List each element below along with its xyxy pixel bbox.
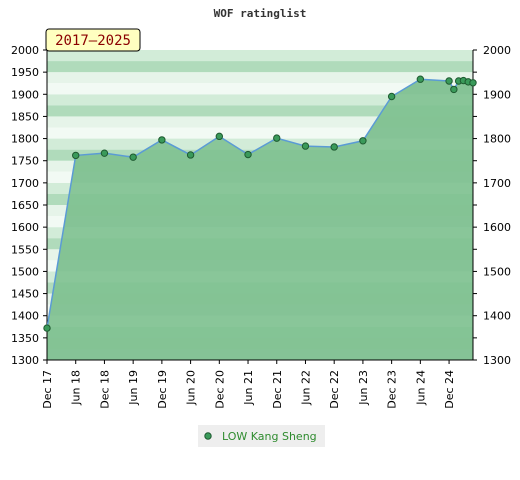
data-point bbox=[244, 150, 252, 159]
y-axis-right: 1300 1400 1500 1600 1700 1800 1900 2000 bbox=[472, 44, 511, 367]
y-tick-left-label: 1350 bbox=[11, 332, 39, 345]
data-point bbox=[129, 153, 137, 161]
x-tick-label: Jun 22 bbox=[299, 370, 312, 406]
x-tick-label: Jun 18 bbox=[70, 370, 83, 406]
x-tick-label: Dec 19 bbox=[156, 370, 169, 409]
y-tick-right-label: 1800 bbox=[483, 133, 511, 146]
y-tick-right-label: 1400 bbox=[483, 310, 511, 323]
y-tick-left-label: 1500 bbox=[11, 265, 39, 278]
y-tick-left-label: 1700 bbox=[11, 177, 39, 190]
data-point bbox=[416, 75, 425, 83]
y-tick-left-label: 1450 bbox=[11, 288, 39, 301]
x-tick-label: Dec 23 bbox=[386, 370, 399, 409]
y-tick-right-label: 2000 bbox=[483, 44, 511, 57]
data-point bbox=[330, 143, 338, 151]
y-tick-right-label: 1700 bbox=[483, 177, 511, 190]
x-tick-label: Jun 21 bbox=[242, 370, 255, 406]
data-point bbox=[445, 77, 453, 85]
y-tick-left-label: 1800 bbox=[11, 133, 39, 146]
data-point bbox=[186, 151, 195, 159]
y-tick-left-label: 1550 bbox=[11, 243, 39, 256]
y-axis-left: 1300 1350 1400 1450 1500 1550 1600 1650 1700 1750… bbox=[11, 44, 48, 367]
y-tick-left-label: 1650 bbox=[11, 199, 39, 212]
legend: LOW Kang Sheng bbox=[198, 425, 325, 447]
x-tick-label: Dec 17 bbox=[41, 370, 54, 409]
y-tick-left-label: 1600 bbox=[11, 221, 39, 234]
y-tick-right-label: 1900 bbox=[483, 88, 511, 101]
period-badge-label: 2017–2025 bbox=[55, 33, 131, 49]
data-point bbox=[215, 132, 224, 141]
data-point bbox=[72, 151, 80, 160]
y-tick-right-label: 1300 bbox=[483, 354, 511, 367]
x-tick-label: Dec 24 bbox=[443, 370, 456, 409]
x-tick-label: Jun 19 bbox=[127, 370, 140, 406]
x-tick-label: Dec 20 bbox=[213, 370, 226, 409]
x-tick-label: Jun 20 bbox=[185, 370, 198, 406]
data-point bbox=[273, 134, 281, 142]
y-tick-left-label: 1750 bbox=[11, 155, 39, 168]
data-point bbox=[469, 79, 477, 87]
y-tick-left-label: 1900 bbox=[11, 88, 39, 101]
y-tick-left-label: 1850 bbox=[11, 110, 39, 123]
data-point bbox=[301, 142, 310, 150]
x-tick-label: Dec 22 bbox=[328, 370, 341, 409]
legend-marker bbox=[204, 432, 212, 440]
x-axis: Dec 17 Jun 18 Dec 18 Jun 19 Dec 19 Jun 20 Dec … bbox=[41, 359, 473, 409]
y-tick-left-label: 1400 bbox=[11, 310, 39, 323]
x-tick-label: Dec 18 bbox=[98, 370, 111, 409]
y-tick-left-label: 1950 bbox=[11, 66, 39, 79]
x-tick-label: Jun 23 bbox=[357, 370, 370, 406]
data-point bbox=[43, 324, 51, 332]
legend-label: LOW Kang Sheng bbox=[222, 430, 317, 443]
data-point bbox=[100, 149, 109, 157]
period-badge: 2017–2025 bbox=[45, 28, 141, 52]
data-point bbox=[359, 137, 367, 145]
data-point bbox=[158, 136, 166, 144]
data-point bbox=[450, 85, 458, 94]
y-tick-left-label: 2000 bbox=[11, 44, 39, 57]
x-tick-label: Jun 24 bbox=[414, 370, 427, 406]
x-tick-label: Dec 21 bbox=[271, 370, 284, 409]
y-tick-right-label: 1600 bbox=[483, 221, 511, 234]
y-tick-left-label: 1300 bbox=[11, 354, 39, 367]
rating-markers bbox=[43, 75, 477, 332]
chart-title: WOF ratinglist bbox=[214, 7, 307, 20]
data-point bbox=[387, 92, 396, 101]
y-tick-right-label: 1500 bbox=[483, 265, 511, 278]
